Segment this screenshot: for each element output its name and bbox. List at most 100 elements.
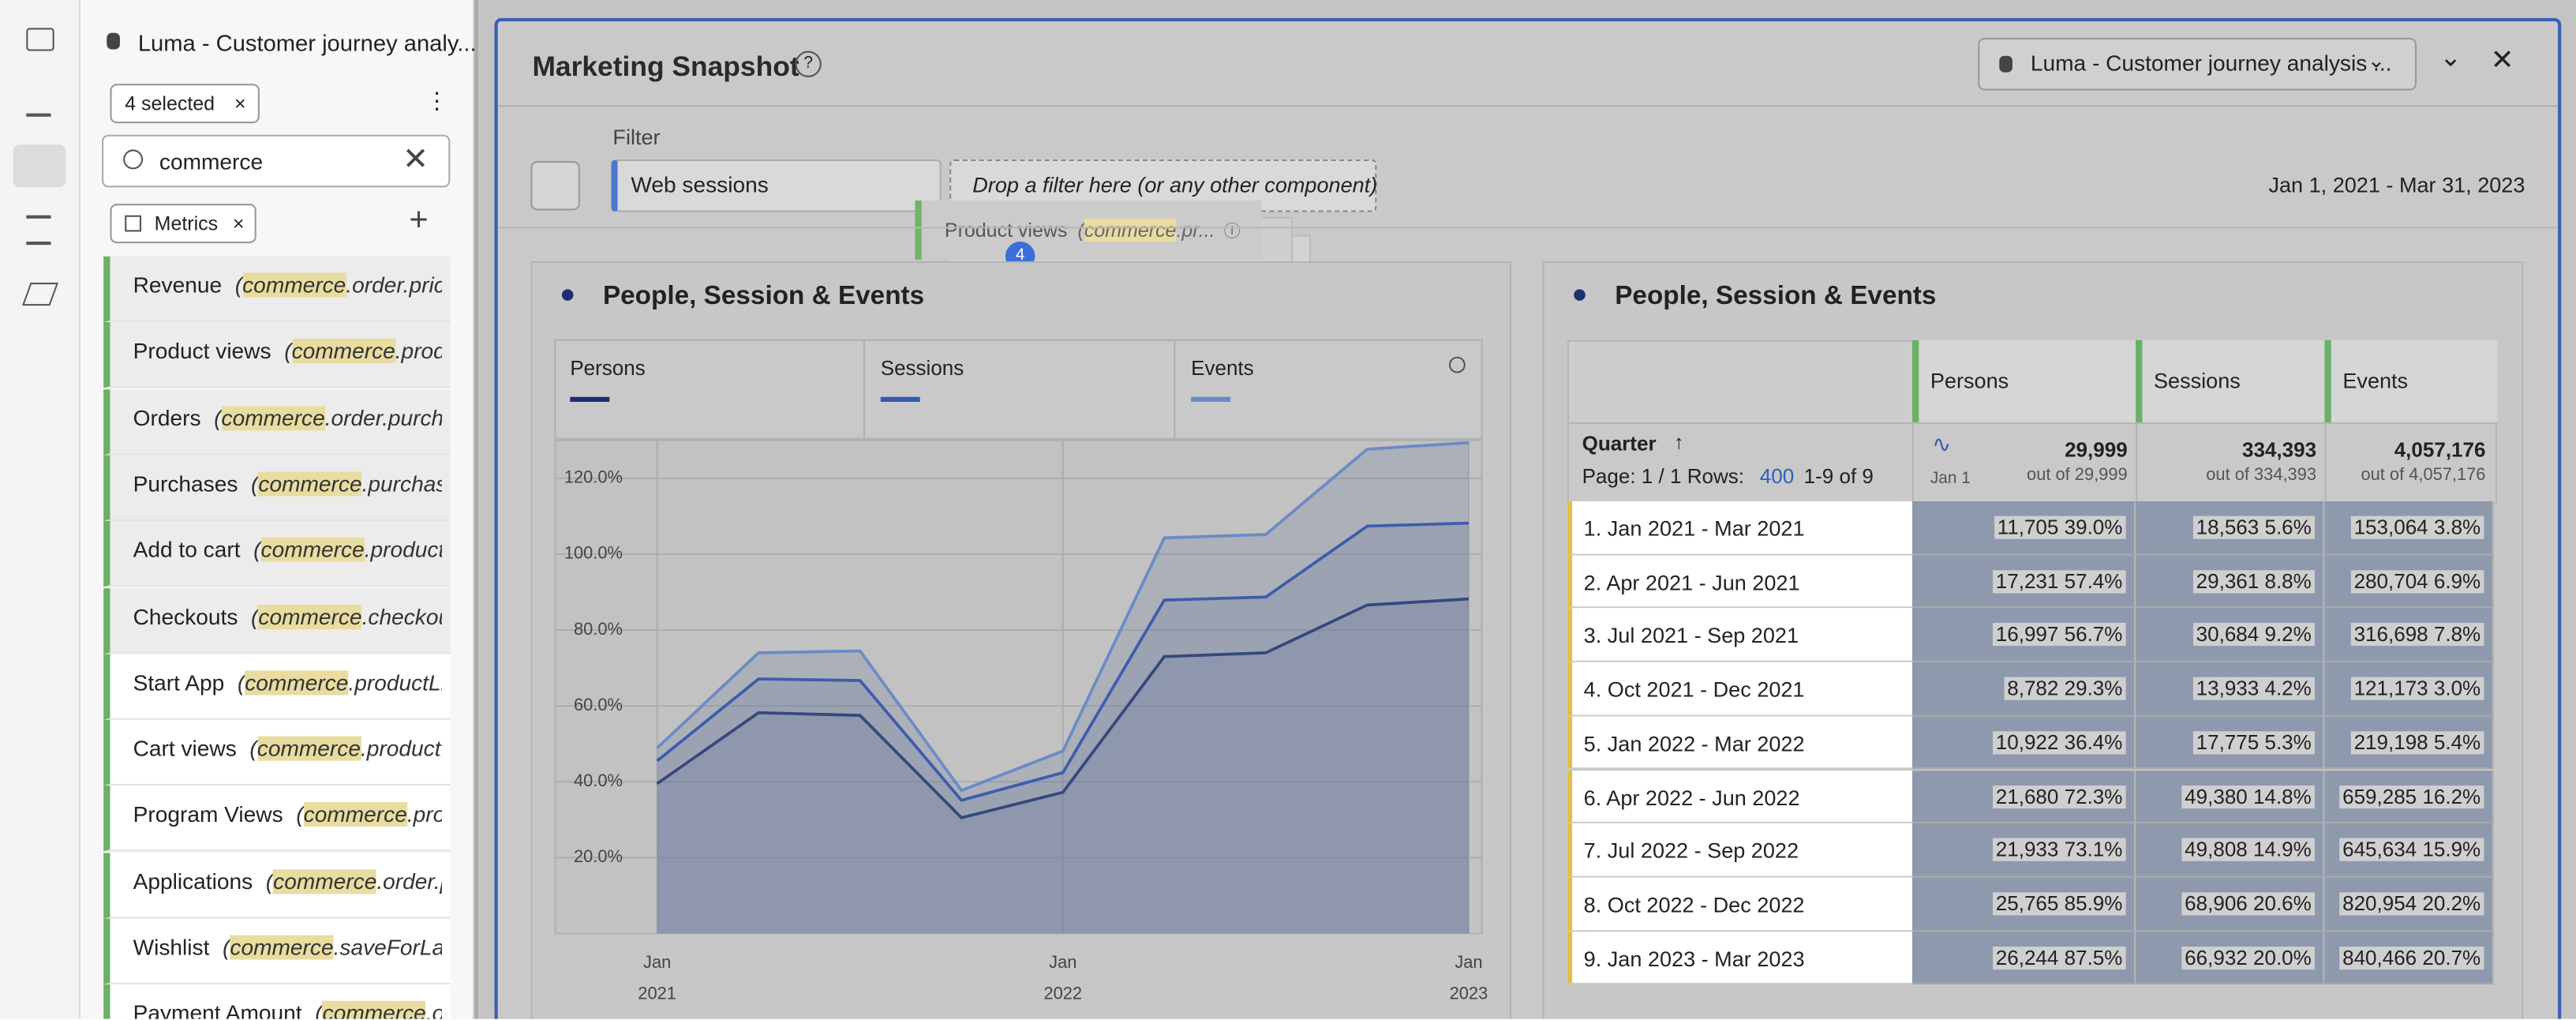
t: .pr... xyxy=(1176,218,1215,242)
table-cell: 219,198 5.4% xyxy=(2324,716,2494,771)
sparkline-icon: ∿ xyxy=(1931,430,1952,457)
row-label[interactable]: 2. Apr 2021 - Jun 2021 xyxy=(1567,554,1912,609)
detail-part: .productLi... xyxy=(348,669,442,696)
info-icon xyxy=(1448,356,1466,373)
metric-name: Start App xyxy=(133,669,225,696)
column-header[interactable]: Events xyxy=(2324,339,2498,422)
metric-detail: (commerce.order.price... xyxy=(235,272,442,298)
row-name: Jul 2022 - Sep 2022 xyxy=(1607,838,1799,864)
data-view-text: Luma - Customer journey analysis ... xyxy=(2030,51,2392,76)
table-cell: 26,244 87.5% xyxy=(1911,931,2136,985)
metric-item[interactable]: Revenue (commerce.order.price... xyxy=(103,256,451,322)
data-view-picker[interactable]: Luma - Customer journey analysis ... ⌄ xyxy=(1978,37,2417,91)
detail-part: commerce xyxy=(256,736,361,761)
date-range[interactable]: Jan 1, 2021 - Mar 31, 2023 xyxy=(2268,172,2525,197)
drop-zone[interactable]: Drop a filter here (or any other compone… xyxy=(949,159,1377,212)
row-text: 7. Jul 2022 - Sep 2022 xyxy=(1584,838,1799,863)
metric-item[interactable]: Orders (commerce.order.purcha... xyxy=(103,388,451,455)
row-label[interactable]: 8. Oct 2022 - Dec 2022 xyxy=(1567,877,1912,932)
row-num: 4. xyxy=(1583,677,1602,703)
table-cell: 25,765 85.9% xyxy=(1911,877,2136,932)
table-cell: 8,782 29.3% xyxy=(1911,662,2136,717)
cell-text: 8,782 29.3% xyxy=(2004,677,2126,700)
help-icon[interactable]: ? xyxy=(795,51,822,77)
add-filter-button[interactable] xyxy=(530,160,580,211)
detail-part: ( xyxy=(237,669,245,696)
row-label[interactable]: 7. Jul 2022 - Sep 2022 xyxy=(1567,823,1912,878)
table-cell: 68,906 20.6% xyxy=(2136,877,2325,932)
cell-value: 26,244 xyxy=(1995,946,2059,969)
metric-item[interactable]: Checkouts (commerce.checkout... xyxy=(103,587,451,654)
search-box[interactable]: commerce ✕ xyxy=(102,134,451,188)
cell-text: 29,361 8.8% xyxy=(2192,569,2315,593)
icon[interactable] xyxy=(26,28,54,51)
filter-tag[interactable]: Metrics × xyxy=(110,204,256,244)
sidebar-title[interactable]: Luma - Customer journey analy... xyxy=(137,29,477,56)
table-cell: 29,361 8.8% xyxy=(2136,554,2325,609)
cell-percent: 16.2% xyxy=(2422,784,2481,808)
sort-icon[interactable]: ↑ xyxy=(1674,430,1684,454)
filter-chip[interactable]: Web sessions xyxy=(611,159,942,212)
cell-text: 17,775 5.3% xyxy=(2192,730,2315,755)
row-name: Jan 2022 - Mar 2022 xyxy=(1607,730,1805,756)
detail-part: .order.p... xyxy=(376,868,442,894)
row-label[interactable]: 5. Jan 2022 - Mar 2022 xyxy=(1567,716,1912,771)
drag-detail: (commerce.pr... xyxy=(1077,218,1215,242)
metric-item[interactable]: Program Views (commerce.pro... xyxy=(103,786,451,853)
table-cell: 21,933 73.1% xyxy=(1911,823,2136,878)
metric-item[interactable]: Add to cart (commerce.product... xyxy=(103,521,451,587)
cell-percent: 20.7% xyxy=(2422,946,2481,969)
metric-item[interactable]: Start App (commerce.productLi... xyxy=(103,654,451,720)
table-cell: 121,173 3.0% xyxy=(2324,662,2494,717)
metric-item[interactable]: Payment Amount (commerce.o... xyxy=(103,984,451,1019)
row-label[interactable]: 9. Jan 2023 - Mar 2023 xyxy=(1567,931,1912,985)
metric-item[interactable]: Purchases (commerce.purchase... xyxy=(103,455,451,521)
dimension-name: Quarter xyxy=(1582,432,1657,456)
t: ( xyxy=(1077,218,1084,242)
cell-text: 153,064 3.8% xyxy=(2350,516,2484,539)
metric-name: Payment Amount xyxy=(133,1001,302,1019)
drag-item: Product views (commerce.pr... ⓘ xyxy=(915,200,1262,260)
metric-detail: (commerce.purchase... xyxy=(251,471,442,497)
metric-item[interactable]: Wishlist (commerce.saveForLat... xyxy=(103,918,451,984)
table-header-blank xyxy=(1567,339,1916,426)
y-tick-label: 60.0% xyxy=(574,695,623,714)
selected-tag[interactable]: 4 selected × xyxy=(110,84,260,124)
line xyxy=(656,521,1470,802)
cell-value: 153,064 xyxy=(2353,516,2428,539)
total-value: 334,393 xyxy=(2241,438,2317,462)
metric-item[interactable]: Cart views (commerce.product... xyxy=(103,719,451,786)
close-button[interactable]: ✕ xyxy=(2490,44,2514,76)
cell-percent: 56.7% xyxy=(2064,623,2123,647)
detail-part: commerce xyxy=(242,272,346,298)
row-label[interactable]: 6. Apr 2022 - Jun 2022 xyxy=(1567,770,1912,824)
row-label[interactable]: 3. Jul 2021 - Sep 2021 xyxy=(1567,609,1912,663)
y-tick-label: 100.0% xyxy=(564,543,623,563)
metric-item[interactable]: Applications (commerce.order.p... xyxy=(103,852,451,918)
icon[interactable] xyxy=(26,90,51,117)
more-menu[interactable]: ⋮ xyxy=(425,87,449,114)
collapse-button[interactable]: ⌄ xyxy=(2439,44,2462,73)
cell-text: 49,808 14.9% xyxy=(2181,838,2315,862)
column-header[interactable]: Persons xyxy=(1911,339,2140,422)
icon-active[interactable] xyxy=(13,144,66,188)
row-num: 3. xyxy=(1583,623,1602,648)
metric-text: Payment Amount (commerce.o... xyxy=(133,1001,442,1019)
db-icon xyxy=(1999,55,2012,73)
metric-item[interactable]: Product views (commerce.prod... xyxy=(103,322,451,388)
add-button[interactable]: + xyxy=(409,202,429,238)
cell-percent: 5.4% xyxy=(2433,730,2481,755)
table-cell: 66,932 20.0% xyxy=(2136,931,2325,985)
row-label[interactable]: 1. Jan 2021 - Mar 2021 xyxy=(1567,501,1912,555)
row-label[interactable]: 4. Oct 2021 - Dec 2021 xyxy=(1567,662,1912,717)
cell-percent: 14.9% xyxy=(2253,838,2312,862)
detail-part: ( xyxy=(284,339,292,364)
cell-percent: 15.9% xyxy=(2422,838,2481,862)
icon[interactable] xyxy=(26,215,51,246)
clear-button[interactable]: ✕ xyxy=(402,143,429,178)
column-header[interactable]: Sessions xyxy=(2136,339,2328,422)
detail-part: commerce xyxy=(273,868,377,894)
cell-value: 659,285 xyxy=(2342,784,2417,808)
pagination: Page: 1 / 1 Rows: 400 1-9 of 9 xyxy=(1582,465,1874,488)
